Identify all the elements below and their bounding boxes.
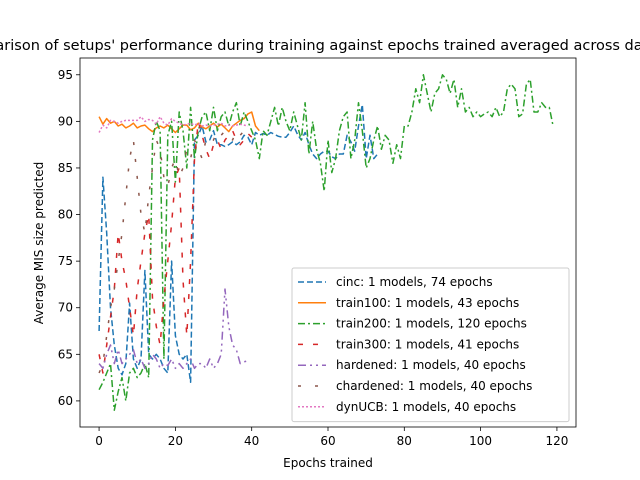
series-line-6: [98, 115, 249, 133]
series-line-0: [98, 103, 379, 384]
y-tick-label: 90: [58, 114, 73, 128]
series-line-4: [98, 288, 249, 370]
x-tick-label: 0: [95, 434, 103, 448]
chart-title: Comparison of setups' performance during…: [0, 38, 640, 54]
x-axis-label: Epochs trained: [283, 456, 373, 470]
x-tick-label: 20: [168, 434, 183, 448]
plot-area: [98, 74, 554, 411]
series-line-2: [98, 74, 554, 411]
series-line-5: [98, 129, 248, 374]
legend-label: train300: 1 models, 41 epochs: [336, 337, 519, 351]
y-axis: 60 65 70 75 80 85 90 95: [58, 68, 80, 408]
x-tick-label: 80: [397, 434, 412, 448]
legend-box: [291, 267, 570, 423]
series-line-3: [98, 120, 253, 374]
legend-label: hardened: 1 models, 40 epochs: [336, 358, 526, 372]
legend-label: cinc: 1 models, 74 epochs: [336, 275, 493, 289]
y-tick-label: 70: [58, 301, 73, 315]
x-tick-label: 40: [244, 434, 259, 448]
y-tick-label: 85: [58, 161, 73, 175]
y-tick-label: 95: [58, 68, 73, 82]
y-tick-label: 65: [58, 347, 73, 361]
legend-label: dynUCB: 1 models, 40 epochs: [336, 400, 516, 414]
x-tick-label: 60: [320, 434, 335, 448]
x-tick-label: 100: [469, 434, 492, 448]
y-tick-label: 75: [58, 254, 73, 268]
y-tick-label: 80: [58, 208, 73, 222]
legend-label: chardened: 1 models, 40 epochs: [336, 379, 532, 393]
legend-label: train100: 1 models, 43 epochs: [336, 296, 519, 310]
y-tick-label: 60: [58, 394, 73, 408]
y-axis-label: Average MIS size predicted: [32, 162, 46, 324]
legend: cinc: 1 models, 74 epochs train100: 1 mod…: [291, 267, 570, 423]
legend-label: train200: 1 models, 120 epochs: [336, 317, 527, 331]
x-axis: 0 20 40 60 80 100 120: [95, 427, 568, 448]
x-tick-label: 120: [545, 434, 568, 448]
